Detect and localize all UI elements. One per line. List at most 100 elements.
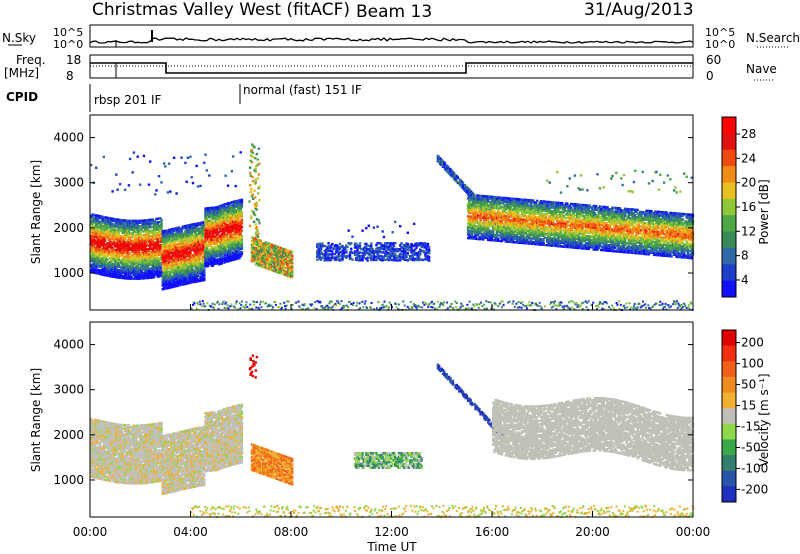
power-cell [115,218,118,221]
power-cell [118,251,122,254]
power-cell [126,228,129,231]
power-cell [224,228,227,231]
power-cell [213,208,216,211]
power-cell [206,207,210,210]
power-cell [218,246,221,250]
power-cell [127,228,131,231]
power-cell [218,219,221,223]
power-cell [410,246,413,249]
cpid-label: CPID [6,90,38,104]
power-cell [139,270,142,273]
power-cell [180,261,183,265]
power-cell [170,248,173,251]
power-cell [235,199,239,203]
power-cell [144,224,147,228]
power-cell [214,238,217,242]
power-cell [257,192,260,195]
power-cell [206,210,210,214]
power-cell [161,280,164,284]
power-cell [198,249,201,252]
power-cell [102,235,105,239]
power-cell [201,261,205,264]
power-cell [186,237,190,240]
power-cell [177,255,181,258]
power-cell [177,271,181,274]
power-cell [90,241,93,245]
power-cell [327,242,330,245]
nsky-trace [89,37,694,44]
power-cell [165,243,168,247]
power-cell [150,270,153,274]
power-cell [166,263,169,266]
power-cell [161,259,164,262]
power-cell [116,260,119,263]
power-cell [137,263,141,266]
power-cell [338,254,342,258]
power-cell [215,258,218,262]
power-cell [251,193,254,196]
power-cell [256,158,259,161]
power-cell [144,240,147,244]
power-cell [146,229,149,233]
power-cell [131,250,134,253]
power-cell [155,252,158,255]
power-cell [137,270,141,273]
power-cell [164,256,167,260]
power-cell [144,228,147,231]
power-cell [117,271,120,274]
power-cell [150,256,153,259]
cpid-program-1: rbsp 201 IF [94,93,161,107]
power-cell [211,235,215,238]
power-cell [110,273,113,276]
power-cell [406,251,409,255]
power-cell [230,210,234,213]
power-cell [193,275,196,278]
power-cell [381,230,384,233]
power-cell [141,223,144,226]
power-cell [214,246,217,249]
power-cell [122,257,126,260]
power-cell [92,269,95,272]
power-cell [196,274,200,277]
power-cell [229,225,232,228]
power-cell [209,255,212,258]
power-cell [130,263,133,266]
power-cell [170,257,173,260]
power-cell [166,277,169,281]
power-cell [226,211,230,214]
power-cell [160,244,163,247]
power-cell [221,238,225,241]
power-cell [180,267,183,270]
power-cell [180,269,183,272]
power-cell [172,238,176,241]
power-cell [106,234,109,238]
power-cell [193,250,196,253]
power-cell [387,258,391,262]
power-cell [220,238,223,242]
power-cell [149,220,152,223]
power-cell [126,235,129,239]
power-cell [183,234,186,237]
power-cell [147,238,151,242]
power-cell [201,252,205,255]
power-cell [145,226,148,229]
power-cell [100,229,103,233]
power-cell [206,219,210,223]
power-cell [155,232,158,235]
power-cell [223,246,226,250]
power-cell [126,250,129,253]
power-cell [97,216,100,219]
power-cell [177,237,181,240]
power-cell [218,207,221,210]
power-cell [209,239,212,242]
power-cell [160,254,163,258]
power-cell [144,226,147,229]
power-cell [161,239,164,242]
power-cell [229,244,232,248]
power-cell [117,231,120,234]
power-cell [106,258,109,261]
power-cell [198,231,201,234]
power-cell [117,245,120,249]
power-cell [132,226,136,230]
power-cell [152,225,156,228]
